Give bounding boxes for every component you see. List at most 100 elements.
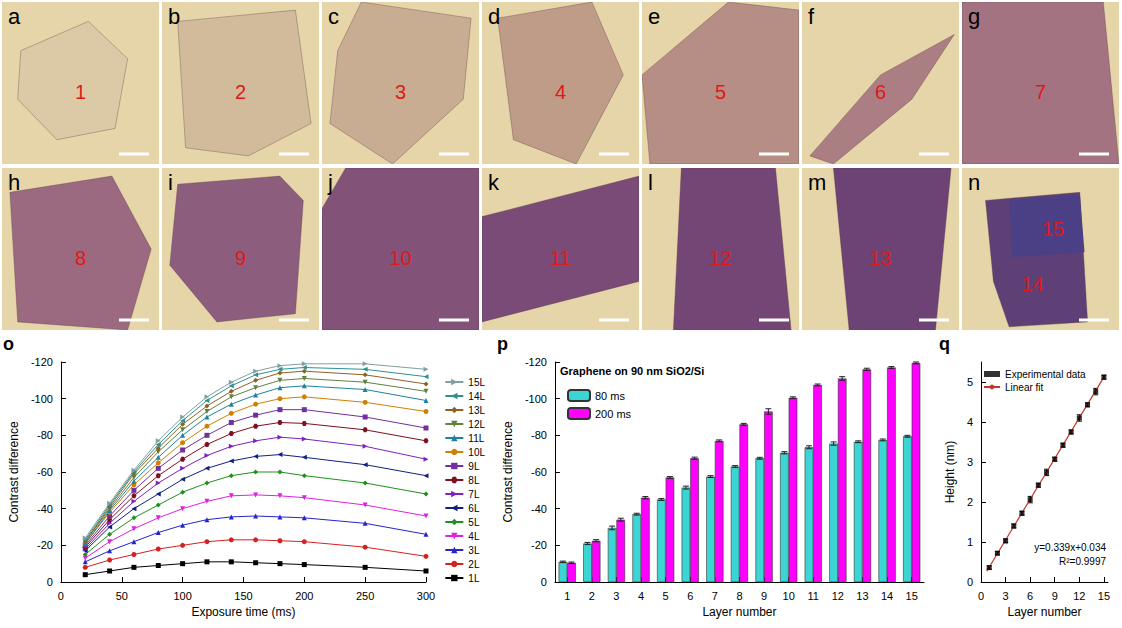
svg-text:a: a	[8, 4, 21, 29]
svg-text:4: 4	[967, 416, 973, 428]
svg-text:300: 300	[417, 590, 435, 602]
svg-text:e: e	[648, 4, 660, 29]
svg-text:10: 10	[783, 590, 795, 602]
svg-text:1: 1	[75, 81, 86, 103]
svg-text:R²=0.9997: R²=0.9997	[1059, 556, 1106, 567]
svg-text:4: 4	[555, 81, 566, 103]
svg-text:200 ms: 200 ms	[595, 408, 632, 420]
svg-text:9: 9	[761, 590, 767, 602]
svg-text:3: 3	[967, 456, 973, 468]
svg-text:150: 150	[234, 590, 252, 602]
svg-text:6: 6	[1027, 590, 1033, 602]
svg-text:12: 12	[1073, 590, 1085, 602]
svg-text:l: l	[648, 170, 653, 195]
svg-text:11L: 11L	[468, 433, 484, 444]
svg-text:5: 5	[967, 376, 973, 388]
svg-text:p: p	[497, 334, 508, 354]
svg-text:Height (nm): Height (nm)	[943, 441, 957, 504]
svg-text:h: h	[8, 170, 20, 195]
svg-text:6: 6	[687, 590, 693, 602]
svg-text:2: 2	[589, 590, 595, 602]
svg-text:Graphene on 90 nm SiO2/Si: Graphene on 90 nm SiO2/Si	[560, 365, 704, 377]
svg-text:-20: -20	[531, 539, 547, 551]
svg-text:Exposure time (ms): Exposure time (ms)	[191, 605, 295, 619]
svg-text:i: i	[168, 170, 173, 195]
svg-text:15L: 15L	[468, 377, 485, 388]
svg-text:12L: 12L	[468, 419, 485, 430]
svg-text:13: 13	[856, 590, 868, 602]
svg-text:10: 10	[389, 247, 411, 269]
svg-text:7: 7	[712, 590, 718, 602]
svg-text:0: 0	[967, 576, 973, 588]
svg-text:15: 15	[1098, 590, 1110, 602]
svg-text:2L: 2L	[468, 559, 480, 570]
svg-text:12: 12	[709, 247, 731, 269]
svg-text:13L: 13L	[468, 405, 485, 416]
svg-text:0: 0	[58, 590, 64, 602]
svg-text:o: o	[3, 334, 14, 354]
svg-text:g: g	[968, 4, 980, 29]
svg-text:9: 9	[1052, 590, 1058, 602]
svg-text:-100: -100	[31, 393, 53, 405]
svg-text:13: 13	[869, 247, 891, 269]
svg-text:y=0.339x+0.034: y=0.339x+0.034	[1034, 542, 1106, 553]
svg-text:11: 11	[550, 247, 571, 269]
svg-text:-20: -20	[37, 539, 53, 551]
svg-text:14: 14	[881, 590, 893, 602]
svg-text:b: b	[168, 4, 180, 29]
svg-text:-80: -80	[531, 429, 547, 441]
svg-text:8: 8	[75, 247, 86, 269]
svg-text:3: 3	[613, 590, 619, 602]
svg-text:9: 9	[235, 247, 246, 269]
svg-text:3: 3	[395, 81, 406, 103]
svg-text:5: 5	[663, 590, 669, 602]
svg-text:14: 14	[1022, 273, 1044, 295]
svg-text:k: k	[488, 170, 500, 195]
svg-text:-40: -40	[37, 503, 53, 515]
svg-text:Linear fit: Linear fit	[1005, 382, 1044, 393]
svg-text:-80: -80	[37, 429, 53, 441]
svg-text:12: 12	[832, 590, 844, 602]
svg-text:n: n	[968, 170, 980, 195]
svg-text:d: d	[488, 4, 500, 29]
svg-text:1L: 1L	[468, 573, 480, 584]
svg-text:15: 15	[906, 590, 918, 602]
svg-text:2: 2	[235, 81, 246, 103]
svg-text:10L: 10L	[468, 447, 485, 458]
svg-text:11: 11	[808, 590, 819, 602]
svg-text:50: 50	[116, 590, 128, 602]
svg-text:-120: -120	[31, 356, 53, 368]
svg-text:-60: -60	[37, 466, 53, 478]
svg-text:c: c	[328, 4, 339, 29]
svg-text:Experimental data: Experimental data	[1005, 369, 1086, 380]
svg-text:0: 0	[541, 576, 547, 588]
svg-text:f: f	[808, 4, 815, 29]
svg-text:15: 15	[1042, 218, 1064, 240]
svg-text:8: 8	[736, 590, 742, 602]
svg-text:-60: -60	[531, 466, 547, 478]
svg-text:6: 6	[875, 81, 886, 103]
svg-text:-40: -40	[531, 503, 547, 515]
svg-text:1: 1	[564, 590, 570, 602]
svg-text:j: j	[327, 170, 333, 195]
svg-text:7L: 7L	[468, 489, 480, 500]
svg-text:-100: -100	[525, 393, 547, 405]
svg-text:Layer number: Layer number	[702, 605, 776, 619]
svg-text:4: 4	[638, 590, 644, 602]
svg-text:Layer number: Layer number	[1007, 605, 1081, 619]
svg-text:5L: 5L	[468, 517, 480, 528]
svg-text:200: 200	[295, 590, 313, 602]
svg-text:4L: 4L	[468, 531, 480, 542]
svg-text:0: 0	[47, 576, 53, 588]
svg-text:9L: 9L	[468, 461, 480, 472]
svg-text:6L: 6L	[468, 503, 480, 514]
svg-text:80 ms: 80 ms	[595, 390, 625, 402]
svg-text:0: 0	[978, 590, 984, 602]
svg-text:3L: 3L	[468, 545, 480, 556]
svg-text:2: 2	[967, 496, 973, 508]
svg-text:q: q	[939, 334, 950, 354]
svg-text:1: 1	[967, 536, 973, 548]
svg-text:-120: -120	[525, 356, 547, 368]
svg-text:14L: 14L	[468, 391, 485, 402]
svg-text:7: 7	[1035, 81, 1046, 103]
